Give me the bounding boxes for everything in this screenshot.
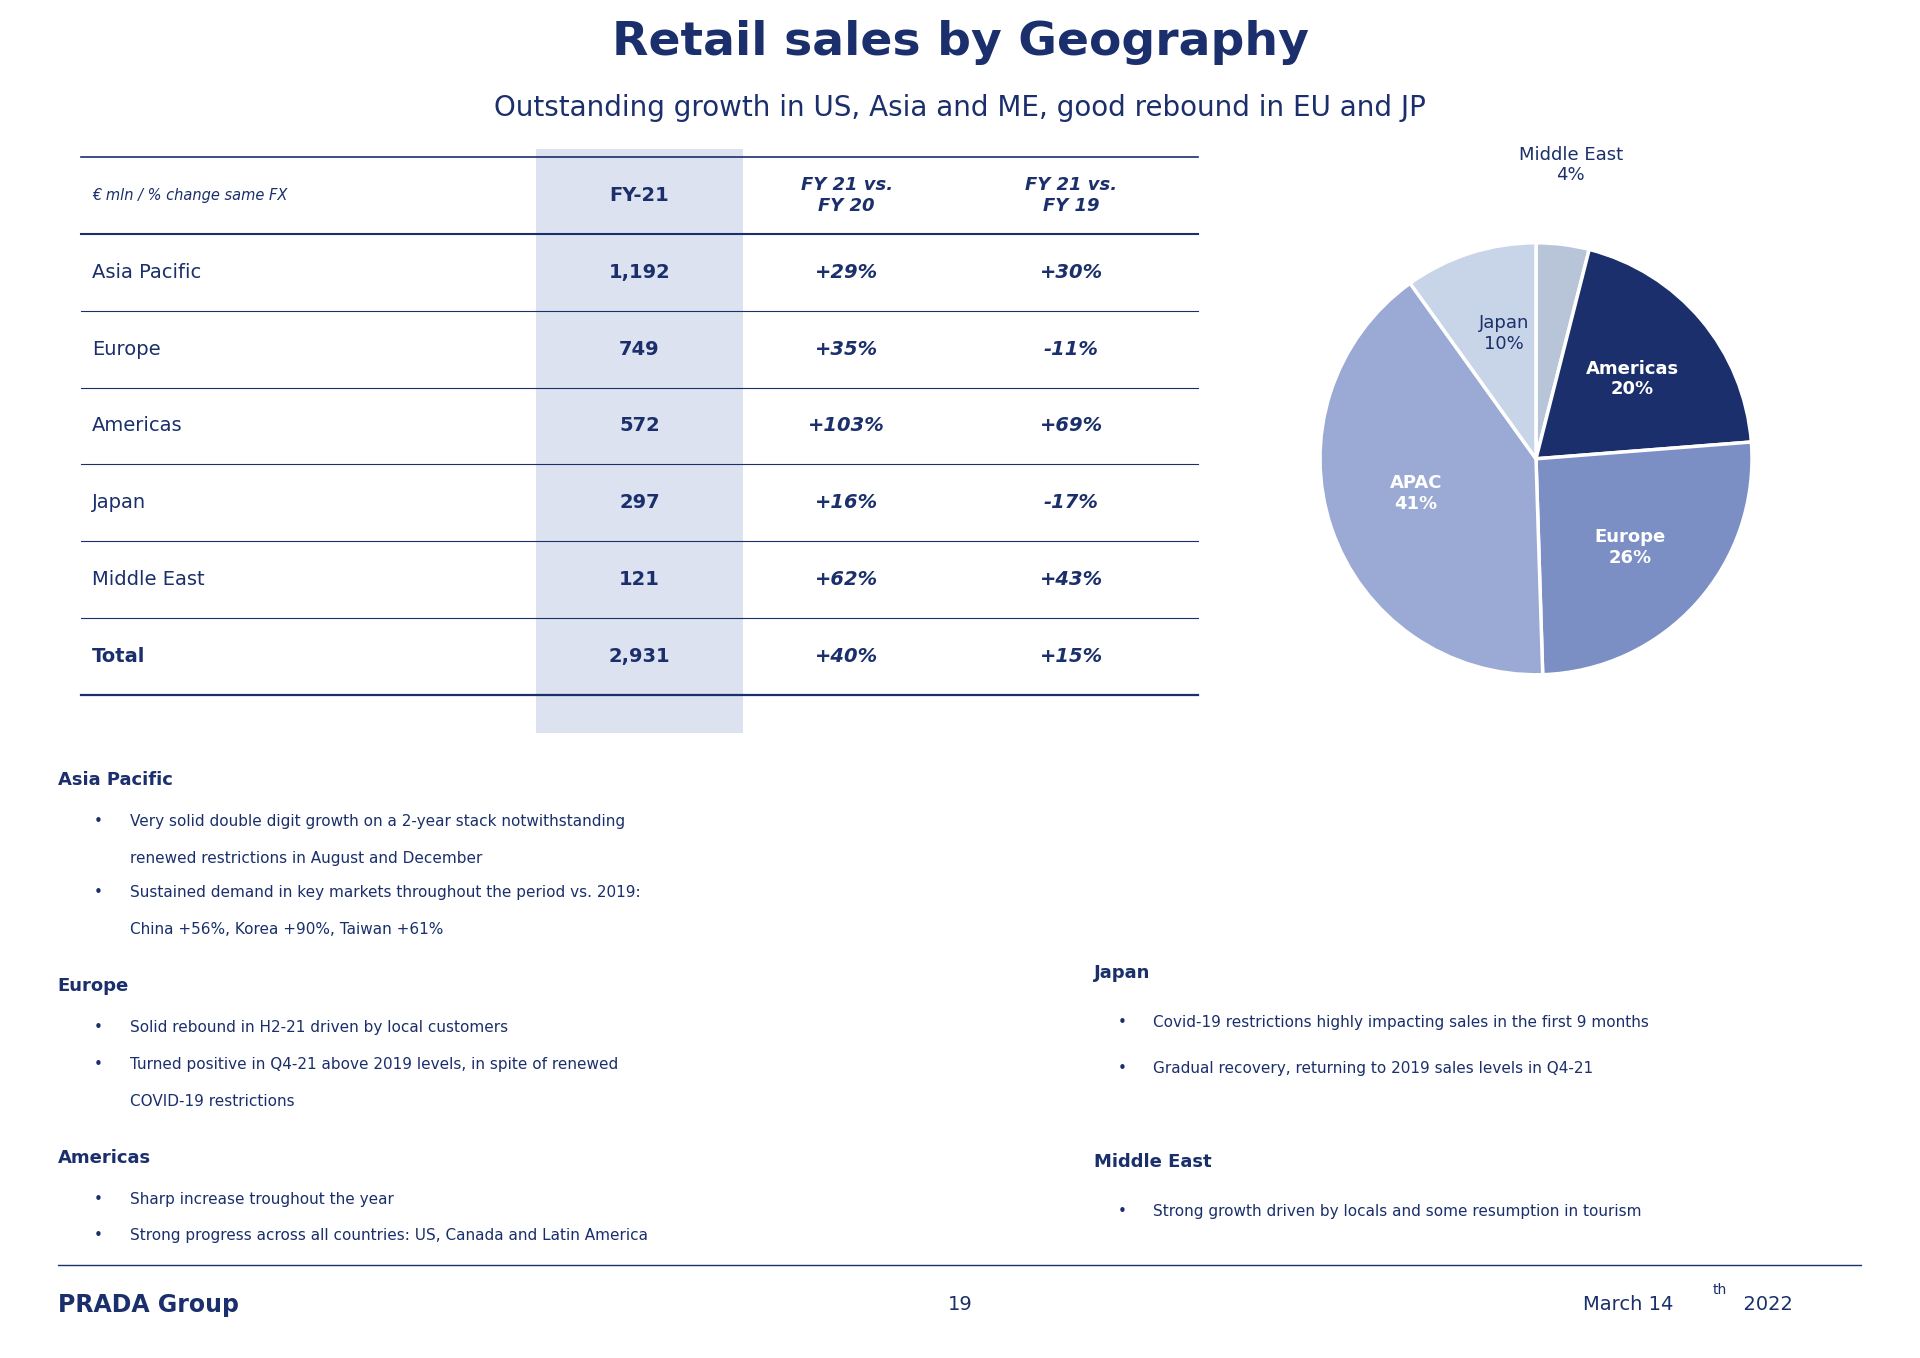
Text: •: •: [94, 1020, 104, 1035]
Text: PRADA Group: PRADA Group: [58, 1293, 238, 1317]
Wedge shape: [1409, 243, 1536, 459]
Text: +35%: +35%: [816, 340, 877, 359]
Text: Americas: Americas: [58, 1149, 152, 1167]
Text: +15%: +15%: [1041, 646, 1102, 665]
Text: Strong progress across all countries: US, Canada and Latin America: Strong progress across all countries: US…: [131, 1229, 649, 1244]
Text: Sustained demand in key markets throughout the period vs. 2019:: Sustained demand in key markets througho…: [131, 885, 641, 900]
Text: +43%: +43%: [1041, 570, 1102, 589]
Text: Sharp increase troughout the year: Sharp increase troughout the year: [131, 1192, 394, 1207]
Text: 121: 121: [618, 570, 660, 589]
Wedge shape: [1536, 243, 1590, 459]
Text: +69%: +69%: [1041, 417, 1102, 436]
Text: Europe
26%: Europe 26%: [1596, 528, 1667, 566]
Text: Japan
10%: Japan 10%: [1478, 314, 1528, 353]
Bar: [536, 149, 743, 733]
Text: Outstanding growth in US, Asia and ME, good rebound in EU and JP: Outstanding growth in US, Asia and ME, g…: [493, 94, 1427, 122]
Text: APAC
41%: APAC 41%: [1390, 474, 1442, 513]
Text: •: •: [94, 1192, 104, 1207]
Text: Asia Pacific: Asia Pacific: [92, 263, 202, 282]
Text: +29%: +29%: [816, 263, 877, 282]
Text: Middle East: Middle East: [92, 570, 205, 589]
Text: Turned positive in Q4-21 above 2019 levels, in spite of renewed: Turned positive in Q4-21 above 2019 leve…: [131, 1057, 618, 1071]
Text: FY 21 vs.
FY 19: FY 21 vs. FY 19: [1025, 177, 1117, 215]
Text: 297: 297: [618, 493, 660, 512]
Text: •: •: [1117, 1016, 1127, 1031]
Text: Very solid double digit growth on a 2-year stack notwithstanding: Very solid double digit growth on a 2-ye…: [131, 813, 626, 828]
Text: China +56%, Korea +90%, Taiwan +61%: China +56%, Korea +90%, Taiwan +61%: [131, 922, 444, 937]
Text: •: •: [94, 1229, 104, 1244]
Text: 19: 19: [948, 1296, 972, 1315]
Text: Total: Total: [92, 646, 146, 665]
Text: •: •: [94, 813, 104, 828]
Text: Japan: Japan: [1094, 964, 1150, 982]
Text: 2,931: 2,931: [609, 646, 670, 665]
Text: Americas
20%: Americas 20%: [1586, 360, 1680, 398]
Text: •: •: [1117, 1203, 1127, 1218]
Text: renewed restrictions in August and December: renewed restrictions in August and Decem…: [131, 850, 482, 865]
Text: •: •: [94, 885, 104, 900]
Wedge shape: [1321, 284, 1542, 675]
Text: FY-21: FY-21: [609, 186, 670, 205]
Text: FY 21 vs.
FY 20: FY 21 vs. FY 20: [801, 177, 893, 215]
Text: +40%: +40%: [816, 646, 877, 665]
Text: +16%: +16%: [816, 493, 877, 512]
Text: Europe: Europe: [92, 340, 161, 359]
Text: Asia Pacific: Asia Pacific: [58, 771, 173, 789]
Text: Covid-19 restrictions highly impacting sales in the first 9 months: Covid-19 restrictions highly impacting s…: [1154, 1016, 1649, 1031]
Text: -11%: -11%: [1044, 340, 1098, 359]
Text: COVID-19 restrictions: COVID-19 restrictions: [131, 1093, 296, 1108]
Text: +62%: +62%: [816, 570, 877, 589]
Text: March 14: March 14: [1582, 1296, 1672, 1315]
Text: +30%: +30%: [1041, 263, 1102, 282]
Text: 2022: 2022: [1730, 1296, 1793, 1315]
Text: •: •: [1117, 1061, 1127, 1076]
Text: •: •: [94, 1057, 104, 1071]
Text: Gradual recovery, returning to 2019 sales levels in Q4-21: Gradual recovery, returning to 2019 sale…: [1154, 1061, 1594, 1076]
Text: 749: 749: [618, 340, 660, 359]
Text: 1,192: 1,192: [609, 263, 670, 282]
Text: +103%: +103%: [808, 417, 885, 436]
Text: Solid rebound in H2-21 driven by local customers: Solid rebound in H2-21 driven by local c…: [131, 1020, 509, 1035]
Text: 572: 572: [618, 417, 660, 436]
Wedge shape: [1536, 250, 1751, 459]
Text: Middle East
4%: Middle East 4%: [1519, 145, 1622, 185]
Text: Japan: Japan: [92, 493, 146, 512]
Text: -17%: -17%: [1044, 493, 1098, 512]
Text: Americas: Americas: [92, 417, 182, 436]
Text: Middle East: Middle East: [1094, 1153, 1212, 1171]
Text: Retail sales by Geography: Retail sales by Geography: [612, 20, 1308, 65]
Text: th: th: [1713, 1283, 1726, 1297]
Text: Strong growth driven by locals and some resumption in tourism: Strong growth driven by locals and some …: [1154, 1203, 1642, 1218]
Text: € mln / % change same FX: € mln / % change same FX: [92, 187, 288, 202]
Text: Europe: Europe: [58, 976, 129, 995]
Wedge shape: [1536, 441, 1751, 675]
